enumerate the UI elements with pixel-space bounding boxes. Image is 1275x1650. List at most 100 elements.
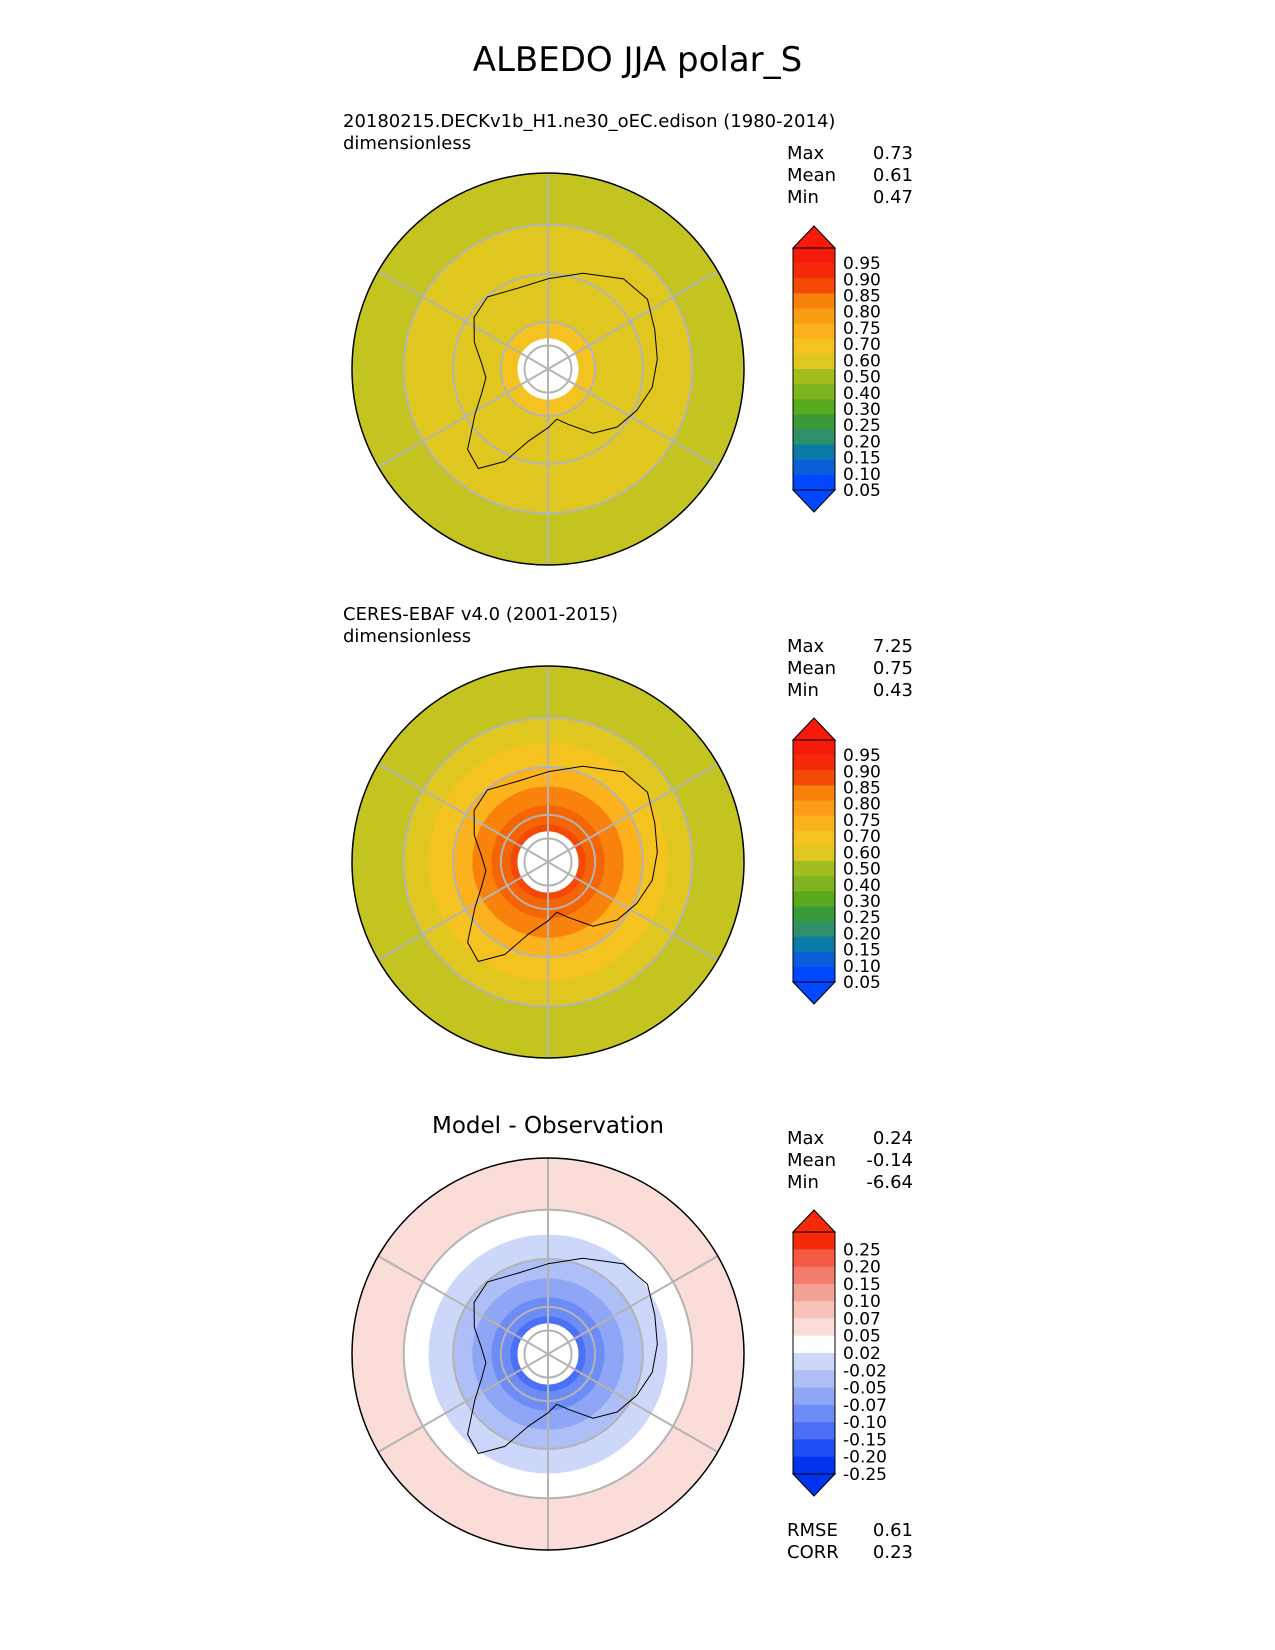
panel-1-colorbar-tick-label: 0.80 (843, 303, 881, 323)
panel-2-colorbar-tick-label: 0.10 (843, 957, 881, 977)
panel-3-colorbar-bin-6 (793, 1335, 835, 1354)
panel-3-corr-value: 0.23 (872, 1542, 913, 1563)
panel-2-meridian-240 (377, 861, 549, 961)
panel-2-colorbar-tick-label: 0.20 (843, 924, 881, 944)
panel-1-colorbar-tick-label: 0.30 (843, 400, 881, 420)
panel-2-colorbar-bin-12 (793, 921, 835, 938)
panel-1-colorbar-bin-7 (793, 353, 835, 370)
panel-1-max-label: Max (787, 143, 825, 164)
panel-3-mean-label: Mean (787, 1150, 837, 1171)
panel-2-title: CERES-EBAF v4.0 (2001-2015) (343, 604, 619, 625)
panel-3-colorbar-tick-label: 0.10 (843, 1292, 881, 1312)
panel-3-meridian-240 (377, 1353, 549, 1453)
panel-1-colorbar-tick-label: 0.50 (843, 368, 881, 388)
panel-3-colorbar-bin-0 (793, 1232, 835, 1250)
panel-2-coastline (467, 765, 658, 963)
panel-3-colorbar-tick-label: -0.15 (843, 1430, 887, 1450)
panel-2-units: dimensionless (343, 626, 472, 647)
panel-1-meridian-120 (547, 368, 719, 468)
panel-3-colorbar-bin-12 (793, 1439, 835, 1458)
panel-1-colorbar-bin-8 (793, 369, 835, 385)
panel-1-colorbar-min-extend (791, 489, 837, 513)
panel-1-max-value: 0.73 (872, 143, 913, 164)
panel-1-colorbar-bin-5 (793, 323, 835, 340)
panel-1-mean-label: Mean (787, 165, 837, 186)
panel-1-colorbar-tick-label: 0.75 (843, 319, 881, 339)
panel-2-colorbar-bin-11 (793, 906, 835, 922)
panel-2-colorbar: 0.950.900.850.800.750.700.600.500.400.30… (791, 717, 881, 1005)
panel-2-colorbar-bin-7 (793, 845, 835, 862)
panel-2-mean-label: Mean (787, 658, 837, 679)
panel-3-colorbar-bin-5 (793, 1318, 835, 1337)
panel-3-polar-map (351, 1157, 745, 1551)
panel-2-colorbar-min-extend (791, 981, 837, 1005)
panel-1-colorbar-tick-label: 0.40 (843, 384, 881, 404)
panel-1-colorbar-tick-label: 0.95 (843, 254, 881, 274)
panel-1-min-label: Min (787, 187, 819, 208)
panel-1-map-boundary (351, 172, 745, 566)
panel-3-colorbar-bin-3 (793, 1283, 835, 1302)
panel-1-meridian-60 (547, 270, 719, 370)
panel-1-colorbar-bin-10 (793, 399, 835, 415)
panel-1-colorbar-bin-9 (793, 384, 835, 400)
panel-1-meridian-240 (377, 368, 549, 468)
panel-3-colorbar: 0.250.200.150.100.070.050.02-0.02-0.05-0… (791, 1209, 887, 1497)
panel-2-max-label: Max (787, 636, 825, 657)
panel-3-rmse-value: 0.61 (872, 1520, 913, 1541)
panel-2-min-value: 0.43 (872, 680, 913, 701)
panel-3-meridian-300 (377, 1255, 549, 1355)
panel-1-colorbar-bin-1 (793, 263, 835, 279)
panel-3-colorbar-tick-label: 0.15 (843, 1275, 881, 1295)
panel-2-colorbar-tick-label: 0.40 (843, 876, 881, 896)
panel-3-mean-value: -0.14 (866, 1150, 913, 1171)
panel-3-colorbar-min-extend (791, 1473, 837, 1497)
panel-3-rmse-label: RMSE (787, 1520, 838, 1541)
panel-1-colorbar-bin-2 (793, 278, 835, 294)
panel-3-colorbar-tick-label: -0.20 (843, 1448, 887, 1468)
panel-2-colorbar-bin-9 (793, 876, 835, 892)
panel-2-colorbar-bin-13 (793, 936, 835, 953)
panel-2-colorbar-tick-label: 0.60 (843, 843, 881, 863)
panel-3-map-boundary (351, 1157, 745, 1551)
panel-1-colorbar-tick-label: 0.20 (843, 432, 881, 452)
panel-2-colorbar-bin-15 (793, 966, 835, 983)
panel-3-meridian-120 (547, 1353, 719, 1453)
panel-2-colorbar-max-extend (791, 717, 837, 741)
panel-2-colorbar-bin-1 (793, 755, 835, 771)
panel-3-max-value: 0.24 (872, 1128, 913, 1149)
panel-1-colorbar-bin-13 (793, 444, 835, 461)
panel-2-meridian-300 (377, 763, 549, 863)
panel-3-colorbar-tick-label: -0.25 (843, 1465, 887, 1485)
panel-3-colorbar-bin-13 (793, 1456, 835, 1475)
panel-2-colorbar-bin-8 (793, 861, 835, 877)
panel-2-colorbar-tick-label: 0.95 (843, 746, 881, 766)
panel-3-colorbar-max-extend (791, 1209, 837, 1233)
panel-2-colorbar-bin-14 (793, 951, 835, 968)
panel-1-colorbar-bin-15 (793, 474, 835, 491)
panel-2-colorbar-tick-label: 0.90 (843, 762, 881, 782)
panel-3-colorbar-tick-label: 0.05 (843, 1327, 881, 1347)
panel-2-colorbar-tick-label: 0.25 (843, 908, 881, 928)
panel-3-colorbar-tick-label: -0.10 (843, 1413, 887, 1433)
panel-2-colorbar-tick-label: 0.30 (843, 892, 881, 912)
panel-3-colorbar-bin-7 (793, 1353, 835, 1371)
panel-1-min-value: 0.47 (872, 187, 913, 208)
panel-1-colorbar-frame (792, 247, 836, 491)
panel-2-mean-value: 0.75 (872, 658, 913, 679)
panel-2-colorbar-bin-3 (793, 785, 835, 801)
panel-1-colorbar-tick-label: 0.60 (843, 351, 881, 371)
panel-3-corr-label: CORR (787, 1542, 839, 1563)
panel-3-colorbar-bin-2 (793, 1266, 835, 1285)
panel-1-colorbar-tick-label: 0.70 (843, 335, 881, 355)
panel-1-title: 20180215.DECKv1b_H1.ne30_oEC.edison (198… (343, 111, 836, 132)
panel-2-colorbar-bin-6 (793, 830, 835, 847)
panel-1-colorbar-bin-3 (793, 293, 835, 309)
panel-2-colorbar-bin-2 (793, 770, 835, 786)
panel-1-meridian-300 (377, 270, 549, 370)
panel-2-colorbar-tick-label: 0.70 (843, 827, 881, 847)
panel-3-colorbar-frame (792, 1231, 836, 1475)
panel-1-colorbar-tick-label: 0.90 (843, 270, 881, 290)
panel-1-colorbar-bin-0 (793, 248, 835, 264)
panel-2-colorbar-tick-label: 0.50 (843, 860, 881, 880)
panel-3-min-label: Min (787, 1172, 819, 1193)
